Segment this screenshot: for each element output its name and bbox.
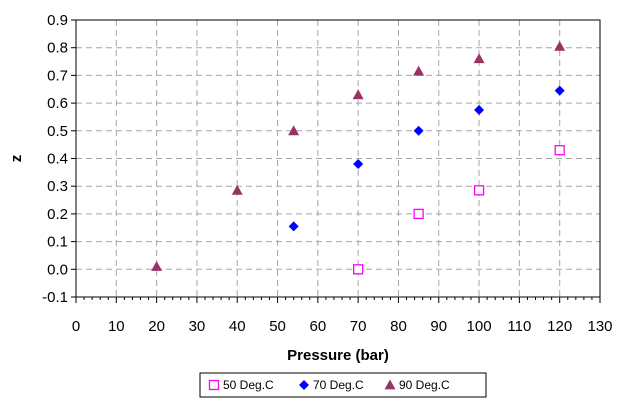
legend: 50 Deg.C 70 Deg.C 90 Deg.C: [199, 372, 487, 398]
legend-label: 50 Deg.C: [223, 378, 274, 392]
y-axis-title: z: [8, 155, 25, 163]
data-point: [474, 105, 485, 116]
y-tick-label: 0.3: [47, 178, 68, 195]
legend-box: [199, 372, 487, 398]
x-tick-label: 0: [72, 318, 80, 335]
legend-label: 70 Deg.C: [313, 378, 364, 392]
data-point: [473, 53, 485, 64]
data-point: [353, 264, 364, 275]
x-tick-label: 100: [467, 318, 492, 335]
y-tick-label: 0.1: [47, 234, 68, 251]
data-point: [413, 125, 424, 136]
data-point: [554, 145, 565, 156]
x-tick-label: 110: [507, 318, 531, 335]
x-tick-label: 70: [350, 318, 367, 335]
y-tick-label: 0.7: [47, 67, 68, 84]
y-tick-labels: -0.1 0.0 0.1 0.2 0.3 0.4 0.5 0.6 0.7 0.8 0.9: [42, 12, 68, 306]
data-point: [554, 40, 566, 51]
y-tick-label: 0.9: [47, 12, 68, 29]
legend-label: 90 Deg.C: [399, 378, 450, 392]
x-axis-title: Pressure (bar): [287, 347, 389, 364]
x-tick-label: 60: [310, 318, 327, 335]
y-tick-label: 0.8: [47, 40, 68, 57]
data-point: [352, 89, 364, 100]
legend-marker: [208, 379, 220, 391]
series-0: [353, 145, 565, 275]
data-point: [288, 221, 299, 232]
axis-ticks: [71, 19, 601, 303]
data-point: [413, 65, 425, 76]
x-tick-labels: 0 10 20 30 40 50 60 70 80 90 100 110 120 130: [72, 318, 613, 335]
x-tick-label: 120: [547, 318, 572, 335]
legend-marker: [299, 380, 309, 390]
gridlines: [76, 20, 600, 297]
data-point: [288, 125, 300, 136]
data-point: [413, 208, 424, 220]
legend-marker: [384, 379, 396, 390]
x-tick-label: 50: [269, 318, 286, 335]
series-2: [151, 40, 566, 271]
x-tick-label: 20: [148, 318, 165, 335]
legend-item: 70 Deg.C: [299, 378, 364, 392]
x-tick-label: 80: [390, 318, 407, 335]
y-tick-label: 0.6: [47, 95, 68, 112]
data-point: [151, 261, 163, 271]
y-tick-label: 0.5: [47, 123, 68, 140]
x-tick-label: 30: [189, 318, 206, 335]
data-point: [554, 85, 565, 96]
data-point: [231, 184, 243, 195]
x-tick-label: 130: [587, 318, 612, 335]
y-tick-label: 0.0: [47, 261, 68, 278]
legend-item: 90 Deg.C: [384, 378, 450, 392]
x-tick-label: 10: [108, 318, 125, 335]
x-tick-label: 90: [430, 318, 447, 335]
x-tick-label: 40: [229, 318, 246, 335]
data-point: [353, 159, 364, 170]
y-tick-label: 0.2: [47, 206, 68, 223]
series-1: [288, 85, 565, 232]
y-tick-label: -0.1: [42, 289, 68, 306]
data-point: [473, 185, 485, 196]
data-points: [151, 40, 566, 275]
legend-item: 50 Deg.C: [208, 378, 274, 392]
y-tick-label: 0.4: [47, 151, 68, 168]
